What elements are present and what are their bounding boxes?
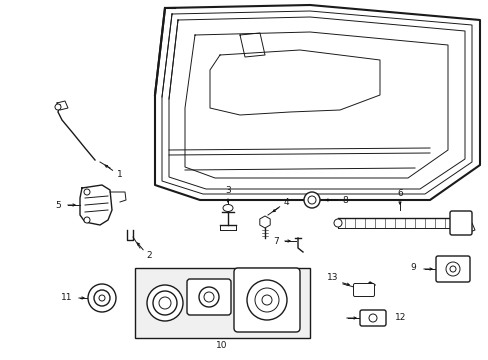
Circle shape [84,217,90,223]
FancyBboxPatch shape [359,310,385,326]
Circle shape [262,295,271,305]
Text: 1: 1 [117,170,122,179]
Circle shape [147,285,183,321]
Circle shape [94,290,110,306]
Circle shape [88,284,116,312]
Text: 7: 7 [273,237,278,246]
FancyBboxPatch shape [353,284,374,297]
Circle shape [203,292,214,302]
Text: 6: 6 [396,189,402,198]
Circle shape [153,291,177,315]
Text: 5: 5 [55,201,61,210]
Text: 3: 3 [224,185,230,194]
Text: 9: 9 [409,264,415,273]
Circle shape [449,266,455,272]
FancyBboxPatch shape [449,211,471,235]
FancyBboxPatch shape [234,268,299,332]
Circle shape [304,192,319,208]
Circle shape [55,104,61,110]
Circle shape [246,280,286,320]
Circle shape [445,262,459,276]
Circle shape [199,287,219,307]
Bar [135,268,309,338]
Text: 4: 4 [283,198,288,207]
Circle shape [84,189,90,195]
Circle shape [159,297,171,309]
Text: 13: 13 [326,274,338,283]
Text: 11: 11 [61,293,73,302]
Text: 12: 12 [394,314,406,323]
Circle shape [307,196,315,204]
Circle shape [368,314,376,322]
Ellipse shape [223,204,232,212]
Circle shape [99,295,105,301]
FancyBboxPatch shape [435,256,469,282]
Text: 2: 2 [146,251,151,260]
Circle shape [333,219,341,227]
Text: 8: 8 [342,195,347,204]
Circle shape [254,288,279,312]
Text: 10: 10 [216,342,227,351]
FancyBboxPatch shape [186,279,230,315]
